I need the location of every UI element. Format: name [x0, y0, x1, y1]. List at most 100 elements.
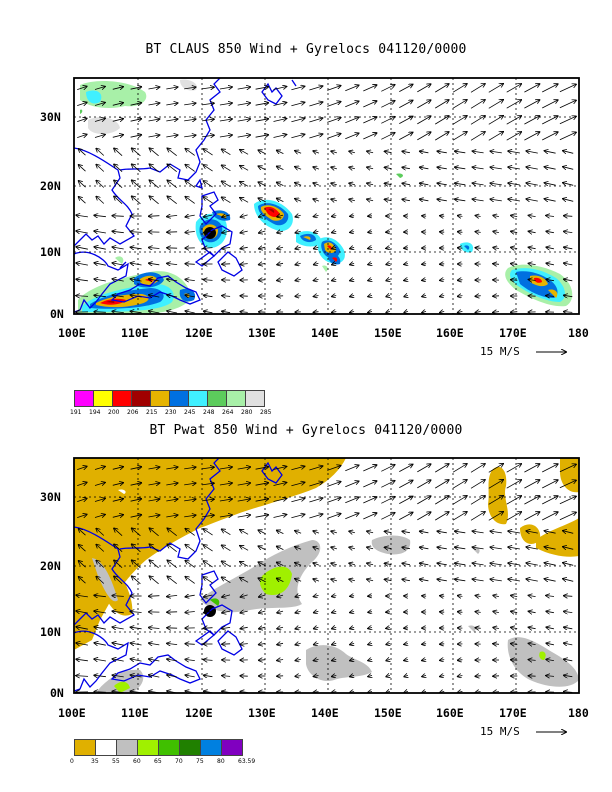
wind-vector [130, 119, 142, 121]
wind-vector [314, 279, 319, 280]
wind-vector [345, 101, 358, 108]
wind-vector [96, 149, 105, 156]
wind-vector [77, 498, 87, 502]
wind-vector [112, 467, 123, 470]
wind-vector [255, 87, 269, 89]
wind-vector [349, 183, 356, 185]
colorbar-swatch [151, 391, 170, 406]
wind-vector [130, 135, 142, 137]
wind-vector [455, 563, 466, 565]
wind-vector [511, 611, 518, 612]
wind-vector [546, 659, 554, 660]
wind-vector [112, 499, 123, 502]
wind-vector [291, 86, 304, 91]
wind-vector [273, 119, 287, 122]
wind-vector [440, 216, 445, 217]
wind-vector [96, 577, 105, 584]
p1-ytick-10n: 10N [40, 245, 61, 259]
wind-vector [349, 547, 356, 549]
wind-vector [363, 85, 376, 92]
wind-vector [277, 263, 284, 264]
wind-vector [184, 483, 196, 485]
wind-vector [148, 135, 160, 137]
wind-vector [402, 579, 410, 580]
wind-vector [350, 216, 354, 217]
colorbar-label: 70 [175, 758, 183, 765]
wind-vector [350, 627, 354, 628]
wind-vector [559, 132, 576, 141]
wind-vector [524, 132, 539, 141]
wind-vector [422, 280, 426, 281]
p1-ytick-0n: 0N [50, 307, 64, 321]
wind-vector [149, 216, 160, 217]
wind-vector [185, 311, 195, 313]
wind-vector [437, 151, 447, 153]
wind-vector [385, 167, 392, 168]
p2-ytick-30n: 30N [40, 490, 61, 504]
wind-vector [526, 579, 538, 581]
wind-vector [368, 675, 372, 676]
wind-vector [458, 216, 463, 217]
wind-vector [472, 183, 484, 185]
wind-vector [131, 279, 142, 281]
wind-vector [148, 87, 160, 89]
wind-vector [327, 498, 340, 503]
wind-vector [258, 562, 266, 567]
wind-vector [237, 467, 251, 469]
wind-vector [559, 496, 576, 505]
wind-vector [470, 132, 485, 141]
wind-vector [295, 659, 301, 660]
wind-vector [458, 296, 463, 297]
wind-vector [314, 296, 319, 297]
wind-vector [434, 84, 449, 93]
wind-vector [564, 295, 573, 296]
wind-vector [255, 483, 269, 485]
wind-vector [488, 464, 503, 473]
wind-vector [385, 547, 392, 548]
wind-vector [222, 197, 231, 204]
wind-vector [511, 595, 518, 596]
wind-vector [563, 151, 574, 154]
wind-vector [440, 676, 445, 677]
wind-vector [434, 100, 449, 109]
colorbar-label: 280 [241, 409, 253, 416]
wind-vector [314, 611, 319, 612]
colorbar-swatch [94, 391, 113, 406]
wind-vector [185, 659, 195, 660]
wind-vector [511, 627, 518, 628]
wind-vector [490, 167, 502, 169]
wind-vector [240, 578, 249, 583]
wind-vector [349, 167, 356, 169]
colorbar-label: 55 [112, 758, 120, 765]
wind-vector [132, 528, 141, 537]
wind-vector [240, 166, 249, 171]
wind-vector [201, 499, 214, 501]
colorbar-label: 75 [196, 758, 204, 765]
wind-vector [417, 464, 430, 473]
wind-vector [564, 312, 573, 313]
wind-vector [368, 312, 372, 313]
wind-vector [166, 87, 177, 89]
wind-vector [437, 183, 447, 185]
wind-vector [332, 611, 337, 612]
wind-vector [434, 132, 449, 141]
wind-vector [490, 579, 502, 581]
wind-vector [313, 199, 320, 201]
wind-vector [490, 199, 502, 201]
wind-vector [381, 497, 394, 504]
wind-vector [240, 546, 249, 551]
wind-vector [564, 643, 573, 645]
wind-vector [314, 215, 319, 216]
wind-vector [490, 563, 502, 565]
wind-vector [166, 499, 177, 501]
wind-vector [132, 544, 141, 553]
wind-vector [546, 611, 554, 612]
wind-vector [404, 295, 408, 296]
wind-vector [94, 467, 105, 470]
wind-vector [167, 659, 178, 661]
wind-vector [94, 643, 106, 645]
wind-vector [258, 578, 266, 583]
wind-vector [130, 515, 142, 517]
wind-vector [381, 513, 394, 520]
colorbar-label: 191 [70, 409, 82, 416]
